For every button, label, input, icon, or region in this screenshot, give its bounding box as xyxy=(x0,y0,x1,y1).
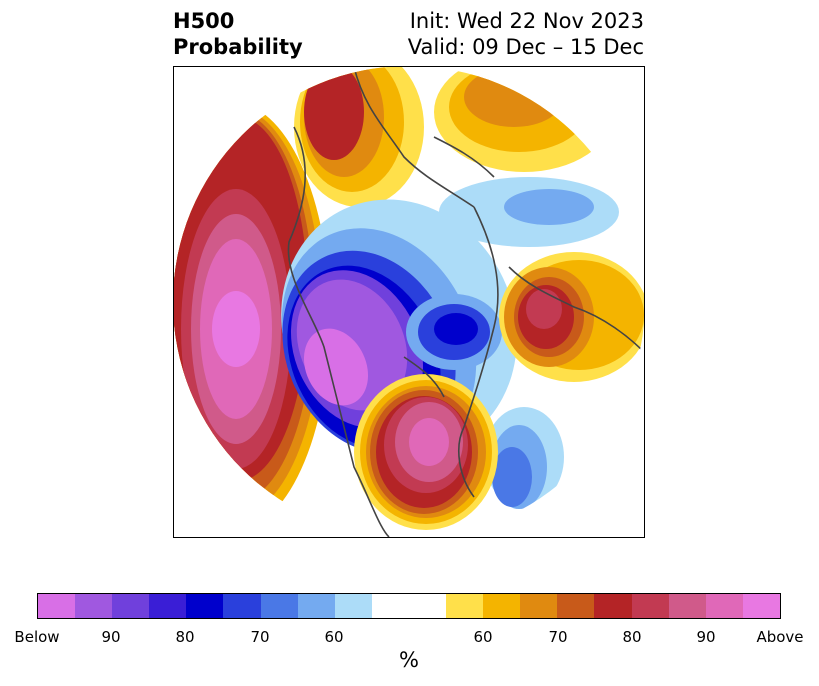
colorbar-tick: 80 xyxy=(622,628,642,646)
colorbar-tick: 90 xyxy=(696,628,716,646)
europe-above-anomaly xyxy=(499,252,644,382)
colorbar-swatch xyxy=(446,594,484,618)
colorbar-swatch xyxy=(594,594,632,618)
colorbar-swatch xyxy=(668,594,706,618)
colorbar-swatch xyxy=(260,594,298,618)
colorbar-swatch xyxy=(705,594,743,618)
colorbar-swatch xyxy=(186,594,224,618)
colorbar-tick: 60 xyxy=(473,628,493,646)
colorbar-swatch xyxy=(297,594,335,618)
title-probability: Probability xyxy=(173,35,303,59)
colorbar-swatch xyxy=(112,594,150,618)
colorbar-swatch xyxy=(223,594,261,618)
colorbar-swatch xyxy=(334,594,372,618)
colorbar-tick: 70 xyxy=(250,628,270,646)
probability-map xyxy=(173,66,645,538)
colorbar-swatch xyxy=(742,594,780,618)
colorbar-tick: 70 xyxy=(548,628,568,646)
colorbar-swatch xyxy=(75,594,113,618)
title-block: H500 Probability xyxy=(173,8,303,60)
title-h500: H500 xyxy=(173,9,235,33)
colorbar-tick: 90 xyxy=(101,628,121,646)
init-date: Init: Wed 22 Nov 2023 xyxy=(409,9,644,33)
colorbar-swatch xyxy=(557,594,595,618)
colorbar-swatch xyxy=(38,594,76,618)
colorbar-tick-above: Above xyxy=(756,628,804,646)
arctic-above-anomaly xyxy=(294,67,424,207)
colorbar-swatch xyxy=(631,594,669,618)
colorbar-tick: 80 xyxy=(175,628,195,646)
valid-dates: Valid: 09 Dec – 15 Dec xyxy=(407,35,644,59)
colorbar-tick-below: Below xyxy=(14,628,60,646)
map-svg xyxy=(174,67,644,537)
colorbar-units-label: % xyxy=(399,648,419,672)
coastlines xyxy=(287,67,644,537)
colorbar-swatch xyxy=(483,594,521,618)
date-block: Init: Wed 22 Nov 2023 Valid: 09 Dec – 15… xyxy=(408,8,644,60)
colorbar-swatch xyxy=(149,594,187,618)
colorbar-neutral xyxy=(371,594,447,618)
colorbar-tick: 60 xyxy=(324,628,344,646)
colorbar-swatch xyxy=(520,594,558,618)
colorbar xyxy=(37,593,781,619)
eastern-us-above-anomaly xyxy=(354,374,498,530)
